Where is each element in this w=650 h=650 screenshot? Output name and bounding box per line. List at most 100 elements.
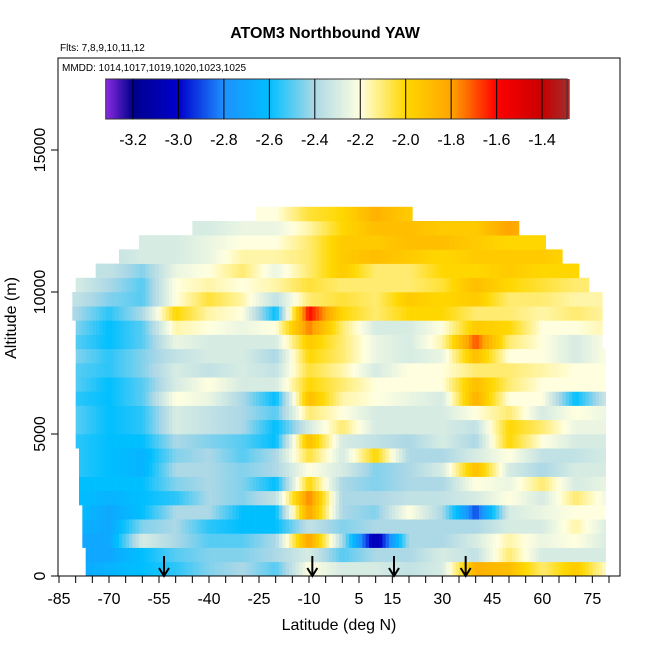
heatmap-cell — [299, 434, 303, 449]
heatmap-cell — [149, 547, 153, 563]
heatmap-cell — [482, 547, 486, 563]
colorbar-swatch — [530, 79, 534, 119]
heatmap-cell — [515, 249, 520, 264]
heatmap-cell — [99, 448, 103, 463]
heatmap-cell — [262, 221, 266, 236]
heatmap-cell — [342, 448, 346, 463]
heatmap-cell — [422, 306, 426, 321]
heatmap-cell — [369, 306, 373, 321]
heatmap-cell — [92, 334, 96, 350]
heatmap-cell — [379, 434, 383, 449]
heatmap-cell — [252, 363, 256, 378]
heatmap-cell — [575, 434, 580, 449]
heatmap-cell — [519, 547, 523, 563]
heatmap-cell — [162, 419, 166, 435]
heatmap-cell — [255, 448, 260, 463]
heatmap-cell — [522, 547, 526, 563]
heatmap-cell — [555, 419, 560, 435]
heatmap-cell — [315, 547, 320, 563]
heatmap-cell — [492, 405, 496, 421]
heatmap-cell — [592, 434, 596, 449]
heatmap-cell — [205, 505, 210, 520]
heatmap-cell — [319, 320, 323, 335]
heatmap-cell — [139, 235, 143, 250]
heatmap-cell — [582, 320, 586, 335]
heatmap-cell — [175, 377, 180, 392]
colorbar-swatch — [251, 79, 254, 119]
heatmap-cell — [92, 405, 96, 421]
heatmap-cell — [355, 533, 360, 548]
colorbar-swatch — [280, 79, 284, 119]
colorbar-swatch — [403, 79, 407, 119]
colorbar-swatch — [139, 79, 143, 119]
heatmap-cell — [359, 221, 363, 236]
heatmap-cell — [309, 533, 313, 548]
heatmap-cell — [132, 547, 136, 563]
x-tick-label: 75 — [583, 591, 601, 608]
heatmap-cell — [109, 277, 113, 293]
heatmap-cell — [489, 377, 493, 392]
heatmap-cell — [575, 306, 580, 321]
heatmap-cell — [419, 292, 423, 307]
heatmap-cell — [165, 249, 170, 264]
heatmap-cell — [239, 320, 243, 335]
heatmap-cell — [432, 363, 436, 378]
heatmap-cell — [225, 235, 230, 250]
heatmap-cell — [229, 235, 233, 250]
colorbar-tick-label: -2.6 — [256, 132, 284, 149]
heatmap-cell — [405, 505, 410, 520]
heatmap-cell — [255, 547, 260, 563]
heatmap-cell — [349, 377, 353, 392]
heatmap-cell — [572, 348, 576, 364]
heatmap-row — [75, 434, 606, 449]
heatmap-cell — [499, 519, 503, 534]
heatmap-cell — [529, 277, 533, 293]
heatmap-cell — [315, 448, 320, 463]
heatmap-cell — [149, 306, 153, 321]
heatmap-cell — [505, 391, 510, 406]
heatmap-cell — [562, 519, 566, 534]
heatmap-cell — [169, 434, 173, 449]
heatmap-cell — [359, 490, 363, 506]
heatmap-cell — [529, 377, 533, 392]
x-axis-label: Latitude (deg N) — [282, 617, 397, 634]
heatmap-cell — [462, 306, 466, 321]
heatmap-cell — [512, 391, 516, 406]
heatmap-cell — [412, 547, 416, 563]
heatmap-cell — [502, 547, 506, 563]
heatmap-cell — [475, 263, 480, 279]
heatmap-cell — [389, 306, 393, 321]
heatmap-cell — [285, 306, 290, 321]
heatmap-cell — [419, 277, 423, 293]
heatmap-cell — [292, 519, 296, 534]
heatmap-cell — [405, 377, 410, 392]
heatmap-cell — [552, 519, 556, 534]
heatmap-cell — [335, 235, 340, 250]
heatmap-cell — [425, 348, 430, 364]
heatmap-cell — [442, 434, 446, 449]
heatmap-cell — [485, 519, 490, 534]
heatmap-cell — [519, 391, 523, 406]
heatmap-cell — [192, 405, 196, 421]
heatmap-cell — [75, 277, 80, 293]
heatmap-cell — [329, 306, 333, 321]
heatmap-cell — [179, 391, 183, 406]
heatmap-cell — [189, 561, 193, 577]
heatmap-cell — [175, 547, 180, 563]
heatmap-cell — [472, 561, 476, 577]
heatmap-cell — [242, 334, 246, 350]
heatmap-cell — [515, 533, 520, 548]
heatmap-cell — [469, 419, 473, 435]
heatmap-cell — [572, 363, 576, 378]
heatmap-cell — [302, 476, 306, 492]
heatmap-cell — [552, 334, 556, 350]
heatmap-cell — [419, 249, 423, 264]
heatmap-cell — [139, 405, 143, 421]
heatmap-cell — [472, 221, 476, 236]
heatmap-cell — [135, 334, 140, 350]
heatmap-cell — [385, 533, 390, 548]
heatmap-cell — [599, 547, 603, 563]
heatmap-cell — [309, 263, 313, 279]
heatmap-cell — [519, 292, 523, 307]
heatmap-cell — [292, 221, 296, 236]
